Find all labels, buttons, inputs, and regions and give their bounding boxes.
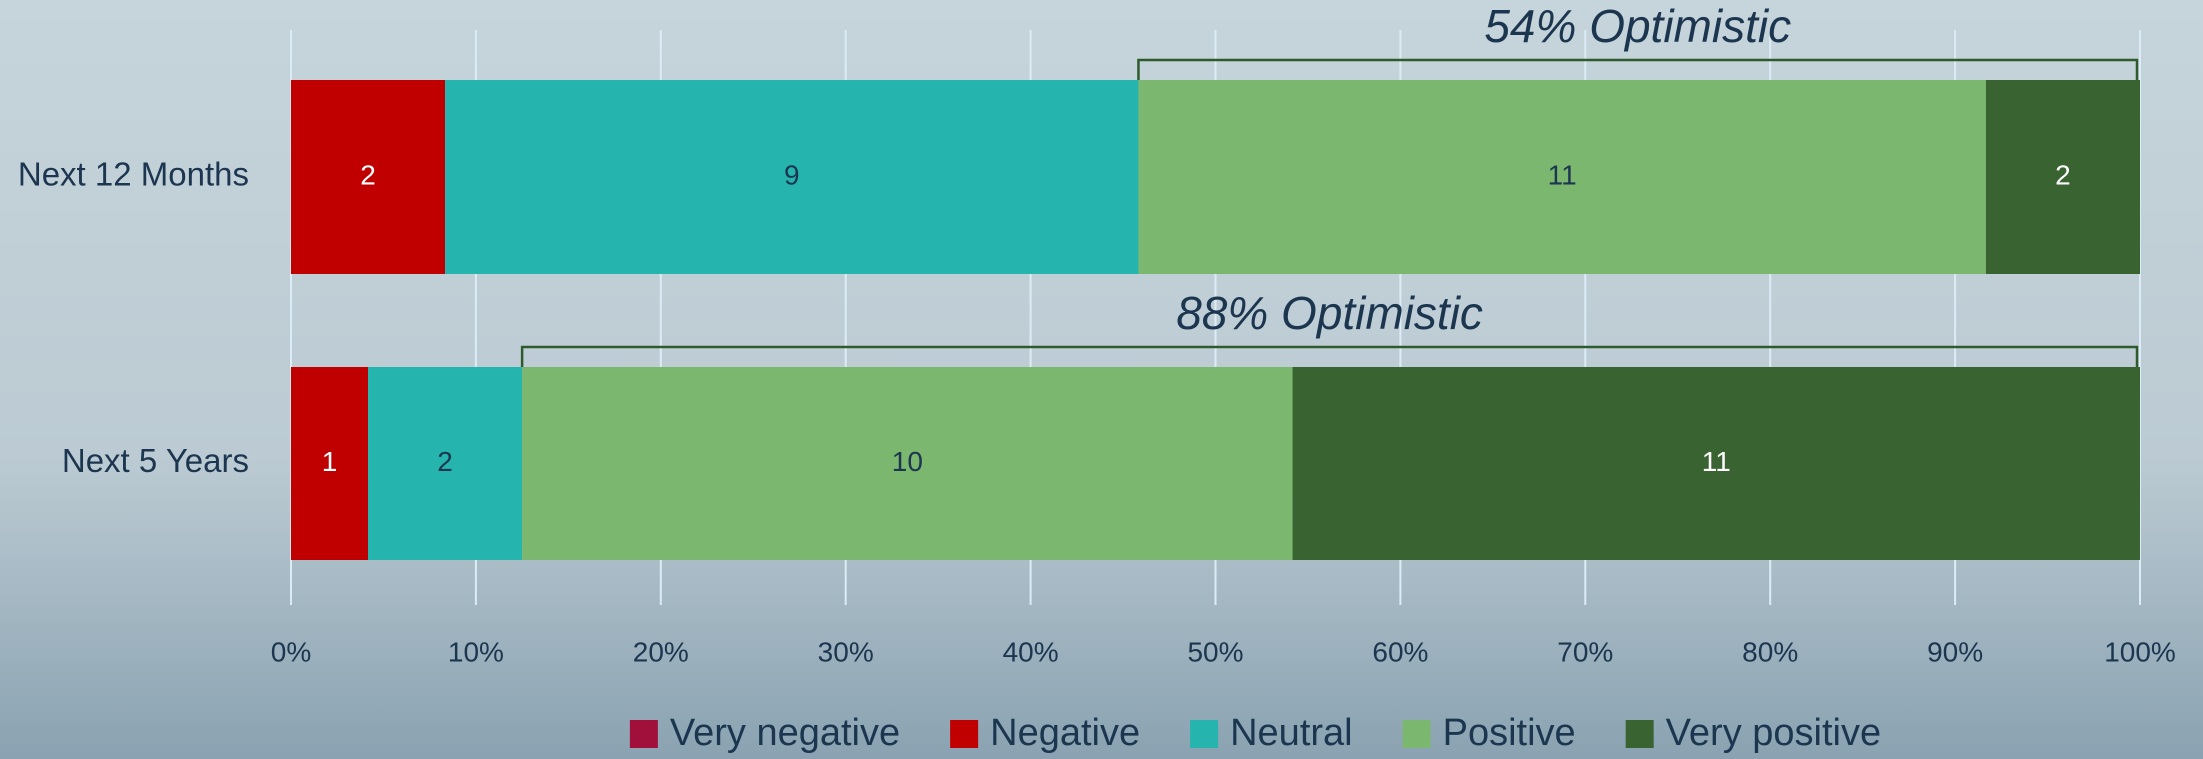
bar-segment — [445, 80, 1139, 274]
legend-label: Very positive — [1666, 712, 1881, 754]
category-label: Next 12 Months — [18, 156, 249, 193]
bar-segment — [522, 367, 1293, 560]
x-tick-label: 100% — [2104, 636, 2176, 667]
bar-segment — [291, 367, 369, 560]
x-tick-label: 60% — [1372, 636, 1428, 667]
x-tick-label: 30% — [818, 636, 874, 667]
legend-label: Neutral — [1230, 712, 1353, 754]
data-label: 9 — [784, 159, 800, 190]
annotation: 54% Optimistic — [1484, 0, 1791, 52]
legend-label: Positive — [1443, 712, 1576, 754]
data-label: 11 — [1548, 159, 1577, 190]
bracket — [1137, 58, 2139, 80]
legend-label: Negative — [990, 712, 1140, 754]
data-label: 11 — [1702, 446, 1731, 477]
legend-swatch — [1190, 720, 1219, 748]
legend-swatch — [629, 720, 658, 748]
category-label: Next 5 Years — [62, 442, 249, 479]
legend-swatch — [1625, 720, 1654, 748]
bar-segment — [1138, 80, 1986, 274]
annotation: 88% Optimistic — [1176, 287, 1483, 339]
bar-segment — [368, 367, 523, 560]
x-tick-label: 90% — [1927, 636, 1983, 667]
data-label: 2 — [360, 159, 376, 190]
x-tick-label: 20% — [633, 636, 689, 667]
bar-segment — [1985, 80, 2140, 274]
legend-swatch — [950, 720, 979, 748]
data-label: 2 — [437, 446, 453, 477]
data-label: 1 — [322, 446, 338, 477]
legend-swatch — [1402, 720, 1431, 748]
bracket — [520, 345, 2139, 367]
data-label: 10 — [892, 446, 923, 477]
x-tick-label: 40% — [1003, 636, 1059, 667]
bar-segment — [1292, 367, 2140, 560]
x-tick-label: 80% — [1742, 636, 1798, 667]
x-tick-label: 0% — [271, 636, 311, 667]
x-tick-label: 10% — [448, 636, 504, 667]
data-label: 2 — [2055, 159, 2071, 190]
legend-label: Very negative — [670, 712, 900, 754]
x-tick-label: 70% — [1557, 636, 1613, 667]
bar-segment — [291, 80, 446, 274]
x-tick-label: 50% — [1187, 636, 1243, 667]
